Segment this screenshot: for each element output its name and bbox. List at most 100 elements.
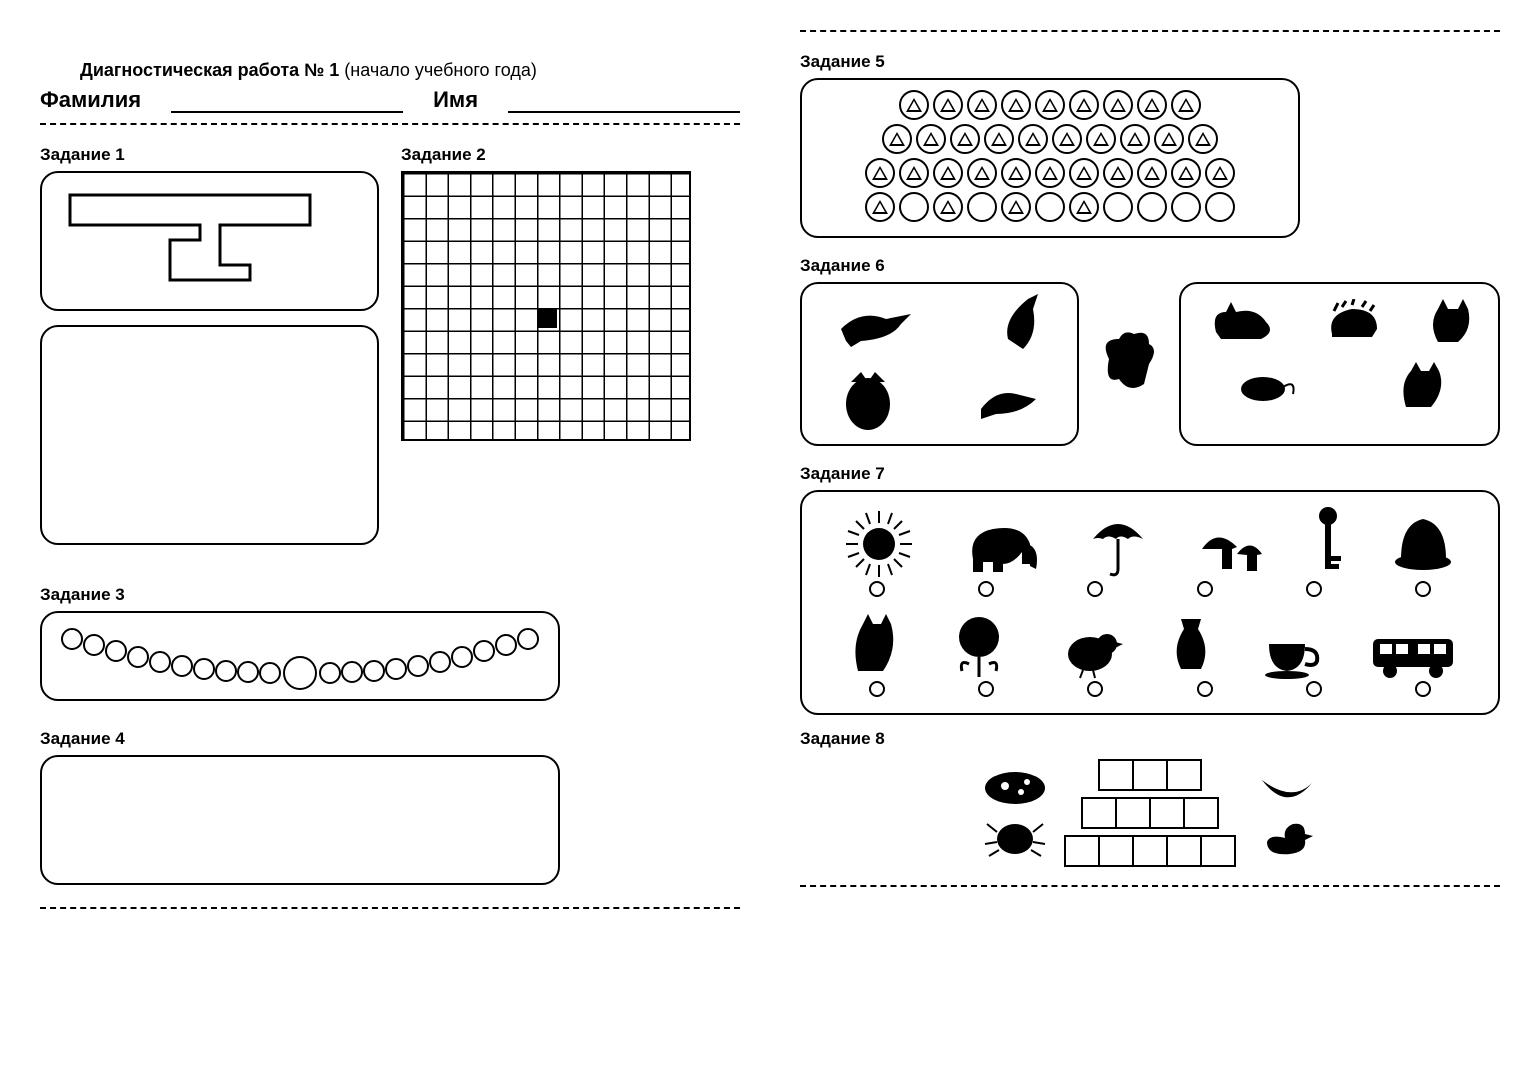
- choice-circle[interactable]: [1087, 581, 1103, 597]
- t5-circle[interactable]: [1018, 124, 1048, 154]
- t5-circle[interactable]: [1137, 90, 1167, 120]
- t5-circle[interactable]: [1171, 192, 1201, 222]
- t5-circle[interactable]: [1137, 158, 1167, 188]
- t5-circle[interactable]: [967, 90, 997, 120]
- t5-circle[interactable]: [1035, 158, 1065, 188]
- t5-circle[interactable]: [1086, 124, 1116, 154]
- t5-circle[interactable]: [933, 158, 963, 188]
- choice-circle[interactable]: [1306, 581, 1322, 597]
- t5-circle[interactable]: [984, 124, 1014, 154]
- t5-circle[interactable]: [882, 124, 912, 154]
- crow-icon: [831, 299, 921, 349]
- t5-circle[interactable]: [1171, 90, 1201, 120]
- task5-box[interactable]: [800, 78, 1300, 238]
- t5-circle[interactable]: [1001, 158, 1031, 188]
- task3-box[interactable]: [40, 611, 560, 701]
- t5-circle[interactable]: [916, 124, 946, 154]
- t5-circle[interactable]: [899, 158, 929, 188]
- t5-circle[interactable]: [1069, 90, 1099, 120]
- t5-circle[interactable]: [933, 192, 963, 222]
- triangle-icon: [1110, 166, 1126, 180]
- key-icon: [1311, 504, 1346, 579]
- t7-row1: [822, 504, 1478, 579]
- triangle-icon: [1042, 166, 1058, 180]
- cat-sitting-icon: [843, 609, 903, 679]
- t-shape-icon: [60, 185, 320, 295]
- task1-box: [40, 171, 379, 311]
- t5-circle[interactable]: [1103, 158, 1133, 188]
- choice-circle[interactable]: [869, 581, 885, 597]
- t5-circle[interactable]: [933, 90, 963, 120]
- triangle-icon: [1008, 98, 1024, 112]
- t5-circle[interactable]: [1052, 124, 1082, 154]
- task7-box[interactable]: [800, 490, 1500, 715]
- triangle-icon: [923, 132, 939, 146]
- beads-icon: [42, 613, 558, 699]
- task4-box[interactable]: [40, 755, 560, 885]
- t5-circle[interactable]: [1120, 124, 1150, 154]
- name-label: Имя: [433, 87, 478, 113]
- choice-circle[interactable]: [1087, 681, 1103, 697]
- task6-left-box[interactable]: [800, 282, 1079, 446]
- task6-label: Задание 6: [800, 256, 1500, 276]
- squirrel-icon: [1094, 324, 1164, 404]
- t5-circle[interactable]: [899, 90, 929, 120]
- t5-circle[interactable]: [865, 192, 895, 222]
- choice-circle[interactable]: [1306, 681, 1322, 697]
- triangle-icon: [872, 166, 888, 180]
- t5-circle[interactable]: [1103, 90, 1133, 120]
- t7-row2: [822, 609, 1478, 679]
- surname-input[interactable]: [171, 87, 403, 113]
- t5-circle[interactable]: [1137, 192, 1167, 222]
- t5-circle[interactable]: [1103, 192, 1133, 222]
- t5-circle[interactable]: [865, 158, 895, 188]
- t8-cells-pyramid[interactable]: [1064, 759, 1236, 867]
- triangle-icon: [940, 200, 956, 214]
- task6-middle: [1089, 282, 1169, 446]
- t5-circle[interactable]: [967, 192, 997, 222]
- t5-circle[interactable]: [1069, 158, 1099, 188]
- triangle-icon: [906, 166, 922, 180]
- choice-circle[interactable]: [1197, 581, 1213, 597]
- task6-right-box[interactable]: [1179, 282, 1500, 446]
- choice-circle[interactable]: [1197, 681, 1213, 697]
- t8-left-items: [983, 768, 1048, 859]
- choice-circle[interactable]: [978, 581, 994, 597]
- t5-circle[interactable]: [1171, 158, 1201, 188]
- task2-grid[interactable]: [401, 171, 691, 441]
- t5-circle[interactable]: [1035, 192, 1065, 222]
- task1-empty-box[interactable]: [40, 325, 379, 545]
- task8-container: [800, 759, 1500, 867]
- t5-circle[interactable]: [1205, 158, 1235, 188]
- t5-circle[interactable]: [1069, 192, 1099, 222]
- t5-circle[interactable]: [899, 192, 929, 222]
- choice-circle[interactable]: [1415, 581, 1431, 597]
- triangle-icon: [957, 132, 973, 146]
- t5-circle[interactable]: [1001, 90, 1031, 120]
- mushrooms-icon: [1192, 519, 1267, 579]
- worksheet-title: Диагностическая работа № 1 (начало учебн…: [80, 60, 740, 81]
- t5-circle[interactable]: [1035, 90, 1065, 120]
- choice-circle[interactable]: [1415, 681, 1431, 697]
- task7-label: Задание 7: [800, 464, 1500, 484]
- triangle-icon: [974, 98, 990, 112]
- t5-row: [882, 124, 1218, 154]
- sun-icon: [844, 509, 914, 579]
- triangle-icon: [991, 132, 1007, 146]
- choice-circle[interactable]: [978, 681, 994, 697]
- choice-circle[interactable]: [869, 681, 885, 697]
- t7-circles-1: [822, 581, 1478, 597]
- duck-icon: [1255, 814, 1315, 859]
- t5-circle[interactable]: [1154, 124, 1184, 154]
- triangle-icon: [1195, 132, 1211, 146]
- rabbit-icon: [1201, 297, 1281, 347]
- t5-circle[interactable]: [1001, 192, 1031, 222]
- page-right: Задание 5 Задание 6 Задание 7: [800, 30, 1500, 1050]
- beetle-icon: [983, 814, 1048, 859]
- t5-circle[interactable]: [1188, 124, 1218, 154]
- name-input[interactable]: [508, 87, 740, 113]
- t5-circle[interactable]: [1205, 192, 1235, 222]
- name-fields-row: Фамилия Имя: [40, 87, 740, 113]
- t5-circle[interactable]: [967, 158, 997, 188]
- t5-circle[interactable]: [950, 124, 980, 154]
